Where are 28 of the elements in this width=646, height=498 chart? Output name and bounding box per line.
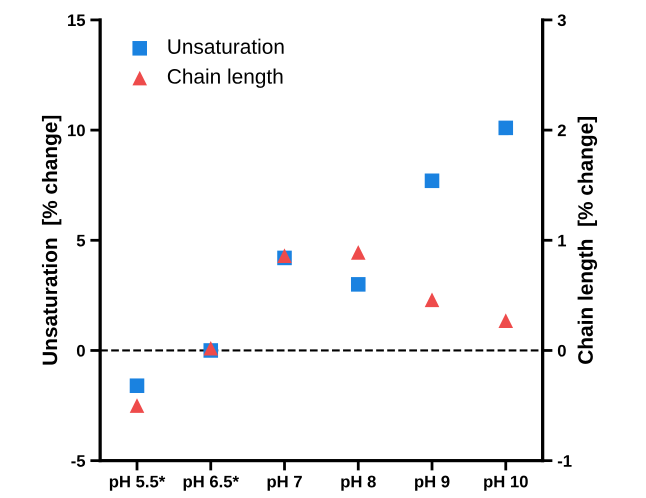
y-axis-title: Unsaturation [% change] — [42, 116, 62, 365]
x-tick-label: pH 6.5* — [184, 476, 239, 491]
y2-axis-title: Chain length [% change] — [578, 117, 598, 364]
x-tick-label: pH 7 — [268, 476, 302, 491]
y2-tick-label: 3 — [558, 14, 566, 26]
point — [498, 313, 514, 328]
point — [350, 245, 366, 260]
x-tick-label: pH 9 — [415, 476, 450, 491]
point — [424, 292, 440, 308]
y-tick-label: -5 — [71, 455, 86, 467]
y-tick-label: 15 — [68, 14, 86, 26]
y2-tick-label: 2 — [558, 124, 566, 136]
x-tick-label: pH 5.5* — [110, 476, 166, 491]
y-tick-label: 0 — [76, 344, 85, 357]
point — [350, 277, 366, 292]
legend-label: Unsaturation — [168, 38, 284, 54]
y-tick-label: 10 — [68, 124, 85, 136]
x-tick-label: pH 10 — [484, 476, 528, 491]
y2-tick-label: 1 — [558, 234, 566, 246]
point — [498, 120, 514, 136]
y2-tick-label: -1 — [558, 455, 572, 467]
x-tick-label: pH 8 — [341, 476, 376, 491]
legend-label: Chain length — [168, 68, 282, 88]
point — [130, 398, 144, 413]
y-tick-label: 5 — [76, 234, 86, 246]
point — [424, 174, 440, 188]
y2-tick-label: 0 — [558, 344, 566, 357]
point — [130, 378, 144, 394]
